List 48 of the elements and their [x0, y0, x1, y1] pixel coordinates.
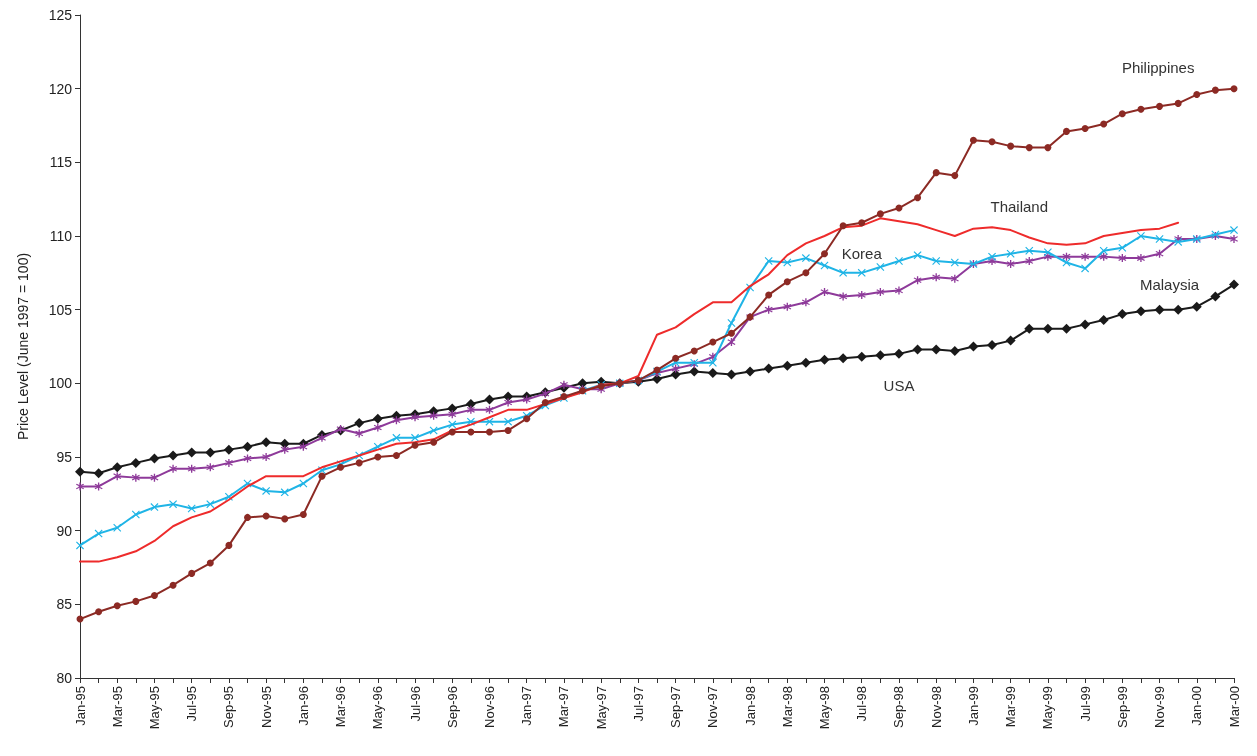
x-tick-label: Mar-97: [556, 686, 572, 728]
x-tick-label: Jul-95: [184, 686, 200, 722]
x-tick-label: May-98: [817, 686, 833, 730]
y-tick-label: 90: [56, 522, 73, 539]
series-label: Malaysia: [1139, 275, 1200, 293]
x-tick-label: Mar-95: [109, 686, 125, 728]
y-tick-label: 120: [48, 80, 73, 97]
x-tick-label: Sep-99: [1114, 686, 1130, 728]
x-tick-label: Jan-95: [72, 686, 88, 726]
x-tick-label: Jul-98: [854, 686, 870, 722]
x-tick-label: Nov-97: [705, 686, 721, 728]
x-tick-label: May-99: [1040, 686, 1056, 730]
x-tick-label: Mar-00: [1226, 686, 1242, 728]
x-tick-label: May-96: [370, 686, 386, 730]
y-tick-label: 110: [49, 228, 73, 244]
x-tick-label: Jan-99: [965, 686, 981, 726]
x-tick-label: Mar-96: [333, 686, 349, 728]
x-tick-label: Mar-98: [779, 686, 795, 728]
y-axis-title: Price Level (June 1997 = 100): [15, 252, 31, 441]
x-tick-label: Jan-98: [742, 686, 758, 726]
y-tick-label: 85: [56, 596, 73, 613]
y-tick-label: 115: [49, 154, 73, 171]
x-tick-label: Nov-99: [1152, 686, 1168, 728]
series-label: Thailand: [990, 198, 1049, 216]
x-tick-label: Mar-99: [1003, 686, 1019, 728]
x-tick-label: May-97: [593, 686, 609, 730]
x-tick-label: Jan-00: [1189, 686, 1205, 726]
x-tick-label: Jul-97: [630, 686, 646, 722]
x-tick-label: Nov-95: [258, 686, 274, 728]
x-tick-label: Jan-97: [519, 686, 535, 726]
y-tick-label: 100: [48, 375, 73, 392]
y-tick-label: 125: [48, 7, 73, 23]
x-tick-label: Sep-95: [221, 686, 237, 728]
x-tick-label: Jul-96: [407, 686, 423, 722]
series-label: Korea: [841, 244, 883, 262]
x-tick-label: Nov-98: [928, 686, 944, 728]
x-tick-label: Sep-96: [444, 686, 460, 728]
y-tick-label: 105: [48, 301, 73, 318]
y-tick-label: 80: [56, 670, 73, 686]
x-tick-label: Jul-99: [1077, 686, 1093, 722]
y-tick-label: 95: [56, 449, 73, 465]
x-tick-label: Sep-97: [668, 686, 684, 728]
x-tick-label: May-95: [146, 686, 162, 730]
series-label: Philippines: [1121, 58, 1195, 76]
x-tick-label: Nov-96: [481, 686, 497, 728]
x-tick-label: Jan-96: [295, 686, 311, 726]
x-tick-label: Sep-98: [891, 686, 907, 728]
series-label: USA: [883, 376, 915, 394]
